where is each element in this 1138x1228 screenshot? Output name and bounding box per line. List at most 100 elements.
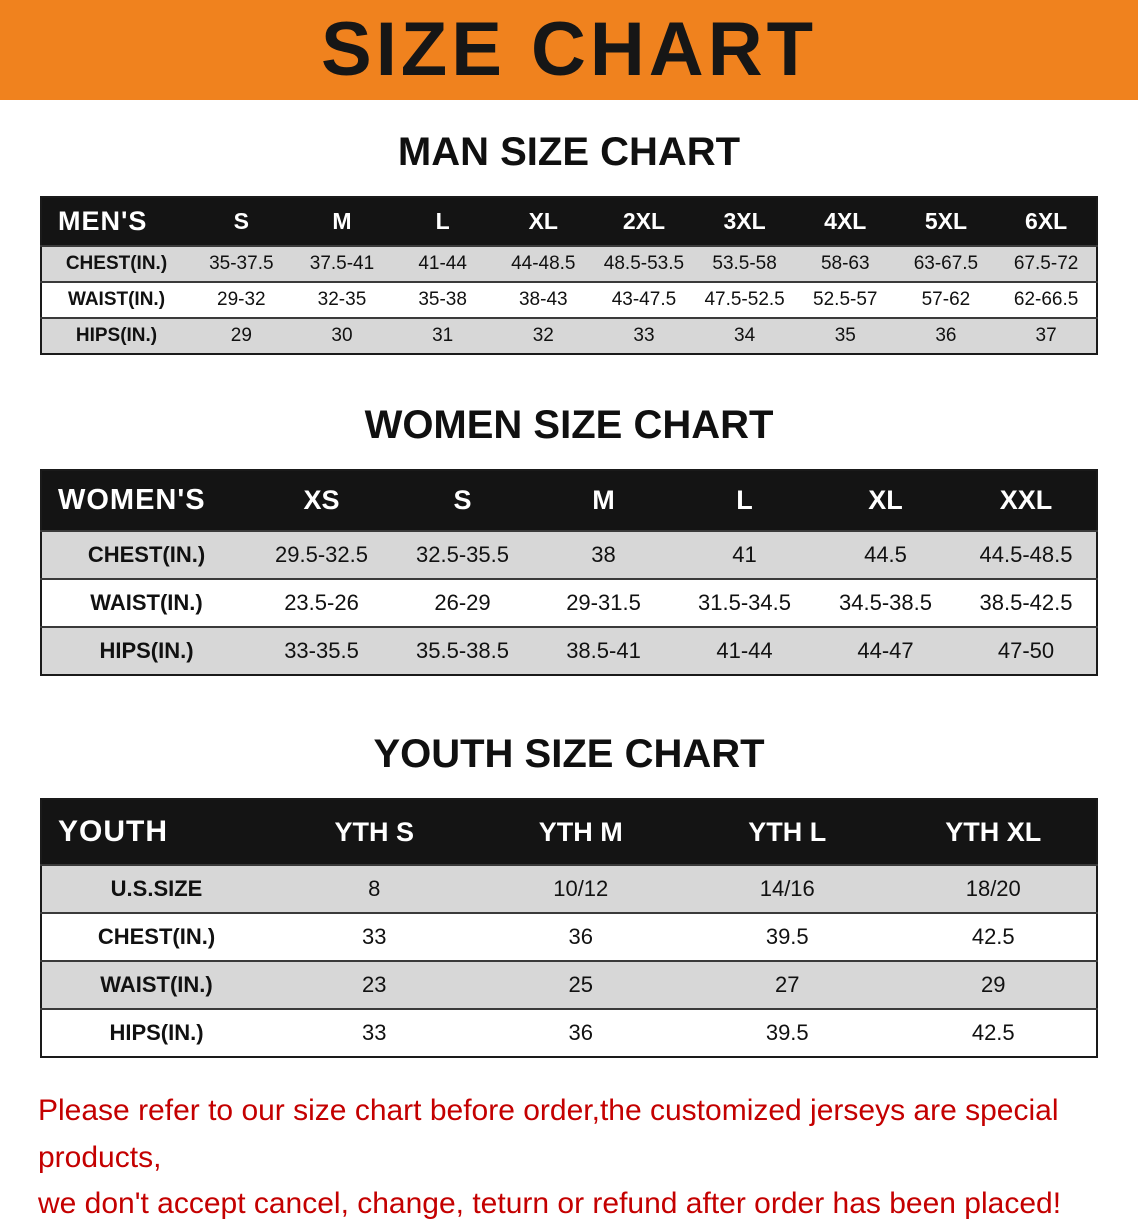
size-value: 41 — [674, 530, 815, 579]
size-value: 32 — [492, 317, 594, 354]
size-value: 38-43 — [492, 281, 594, 318]
page-title: SIZE CHART — [321, 7, 817, 92]
measurement-row: HIPS(IN.) 33-35.5 35.5-38.5 38.5-41 41-44 44-… — [41, 626, 1097, 675]
size-column-header: S — [191, 197, 292, 246]
banner: SIZE CHART — [0, 0, 1138, 100]
size-value: 62-66.5 — [996, 281, 1097, 318]
size-value: 33 — [271, 912, 478, 961]
size-column-header: 4XL — [794, 197, 896, 246]
measurement-label: HIPS(IN.) — [41, 1008, 271, 1057]
measurement-label: WAIST(IN.) — [41, 578, 251, 627]
size-value: 10/12 — [477, 864, 684, 913]
measurement-row: CHEST(IN.) 29.5-32.5 32.5-35.5 38 41 44.5 44.5… — [41, 530, 1097, 579]
measurement-label: HIPS(IN.) — [41, 626, 251, 675]
size-value: 34.5-38.5 — [815, 578, 956, 627]
size-value: 38 — [533, 530, 674, 579]
size-value: 35 — [794, 317, 896, 354]
size-value: 29.5-32.5 — [251, 530, 392, 579]
size-header-row: WOMEN'S XS S M L XL XXL — [41, 470, 1097, 531]
women-section-heading: WOMEN SIZE CHART — [364, 403, 774, 447]
size-column-header: L — [674, 470, 815, 531]
size-value: 27 — [684, 960, 891, 1009]
size-value: 44.5-48.5 — [956, 530, 1097, 579]
size-value: 26-29 — [392, 578, 533, 627]
group-label: YOUTH — [41, 799, 271, 865]
measurement-row: U.S.SIZE 8 10/12 14/16 18/20 — [41, 864, 1097, 913]
size-column-header: M — [291, 197, 393, 246]
size-value: 32.5-35.5 — [392, 530, 533, 579]
size-value: 44-47 — [815, 626, 956, 675]
size-column-header: XL — [492, 197, 594, 246]
size-column-header: 2XL — [593, 197, 695, 246]
size-value: 23 — [271, 960, 478, 1009]
disclaimer-line-1: Please refer to our size chart before or… — [38, 1094, 1059, 1174]
size-column-header: L — [392, 197, 493, 246]
size-value: 34 — [694, 317, 795, 354]
size-column-header: YTH XL — [890, 799, 1097, 865]
measurement-label: WAIST(IN.) — [41, 960, 271, 1009]
size-value: 39.5 — [684, 912, 891, 961]
size-value: 44-48.5 — [492, 245, 594, 282]
measurement-label: CHEST(IN.) — [41, 245, 191, 282]
measurement-row: CHEST(IN.) 33 36 39.5 42.5 — [41, 912, 1097, 961]
women-size-section: WOMEN SIZE CHART WOMEN'S XS S M L XL XXL CHEST(… — [0, 403, 1138, 676]
measurement-row: CHEST(IN.) 35-37.5 37.5-41 41-44 44-48.5 48.5… — [41, 245, 1097, 282]
size-value: 47-50 — [956, 626, 1097, 675]
men-size-section: MAN SIZE CHART MEN'S S M L XL 2XL 3XL 4XL 5XL 6XL… — [0, 130, 1138, 355]
size-value: 31 — [392, 317, 493, 354]
measurement-label: CHEST(IN.) — [41, 530, 251, 579]
size-value: 43-47.5 — [593, 281, 695, 318]
youth-size-section: YOUTH SIZE CHART YOUTH YTH S YTH M YTH L YTH… — [0, 732, 1138, 1058]
women-size-table: WOMEN'S XS S M L XL XXL CHEST(IN.) 29.5-32.5 32.5… — [40, 469, 1098, 676]
size-value: 18/20 — [890, 864, 1097, 913]
measurement-row: WAIST(IN.) 29-32 32-35 35-38 38-43 43-47.5 47.… — [41, 281, 1097, 318]
size-value: 37 — [996, 317, 1097, 354]
size-value: 37.5-41 — [291, 245, 393, 282]
size-value: 38.5-41 — [533, 626, 674, 675]
group-label: WOMEN'S — [41, 470, 251, 531]
size-value: 42.5 — [890, 912, 1097, 961]
size-value: 32-35 — [291, 281, 393, 318]
size-header-row: YOUTH YTH S YTH M YTH L YTH XL — [41, 799, 1097, 865]
size-column-header: YTH M — [477, 799, 684, 865]
size-column-header: 5XL — [895, 197, 997, 246]
size-value: 42.5 — [890, 1008, 1097, 1057]
measurement-label: CHEST(IN.) — [41, 912, 271, 961]
size-column-header: YTH S — [271, 799, 478, 865]
size-value: 67.5-72 — [996, 245, 1097, 282]
size-value: 33 — [271, 1008, 478, 1057]
disclaimer: Please refer to our size chart before or… — [38, 1088, 1100, 1228]
size-value: 36 — [477, 1008, 684, 1057]
size-column-header: 6XL — [996, 197, 1097, 246]
size-header-row: MEN'S S M L XL 2XL 3XL 4XL 5XL 6XL — [41, 197, 1097, 246]
size-value: 23.5-26 — [251, 578, 392, 627]
size-value: 57-62 — [895, 281, 997, 318]
size-value: 14/16 — [684, 864, 891, 913]
size-value: 44.5 — [815, 530, 956, 579]
size-value: 52.5-57 — [794, 281, 896, 318]
size-value: 39.5 — [684, 1008, 891, 1057]
size-value: 35-38 — [392, 281, 493, 318]
measurement-label: HIPS(IN.) — [41, 317, 191, 354]
size-value: 48.5-53.5 — [593, 245, 695, 282]
size-value: 35.5-38.5 — [392, 626, 533, 675]
size-value: 8 — [271, 864, 478, 913]
men-section-heading: MAN SIZE CHART — [397, 130, 741, 174]
size-value: 36 — [477, 912, 684, 961]
size-value: 29-32 — [191, 281, 292, 318]
size-column-header: XS — [251, 470, 392, 531]
size-value: 30 — [291, 317, 393, 354]
size-column-header: XL — [815, 470, 956, 531]
size-value: 33 — [593, 317, 695, 354]
measurement-label: U.S.SIZE — [41, 864, 271, 913]
size-value: 58-63 — [794, 245, 896, 282]
group-label: MEN'S — [41, 197, 191, 246]
size-value: 35-37.5 — [191, 245, 292, 282]
measurement-row: WAIST(IN.) 23.5-26 26-29 29-31.5 31.5-34.5 34… — [41, 578, 1097, 627]
size-column-header: S — [392, 470, 533, 531]
size-value: 41-44 — [392, 245, 493, 282]
men-size-table: MEN'S S M L XL 2XL 3XL 4XL 5XL 6XL CHEST(IN.) 35-37… — [40, 196, 1098, 355]
size-column-header: XXL — [956, 470, 1097, 531]
measurement-row: WAIST(IN.) 23 25 27 29 — [41, 960, 1097, 1009]
